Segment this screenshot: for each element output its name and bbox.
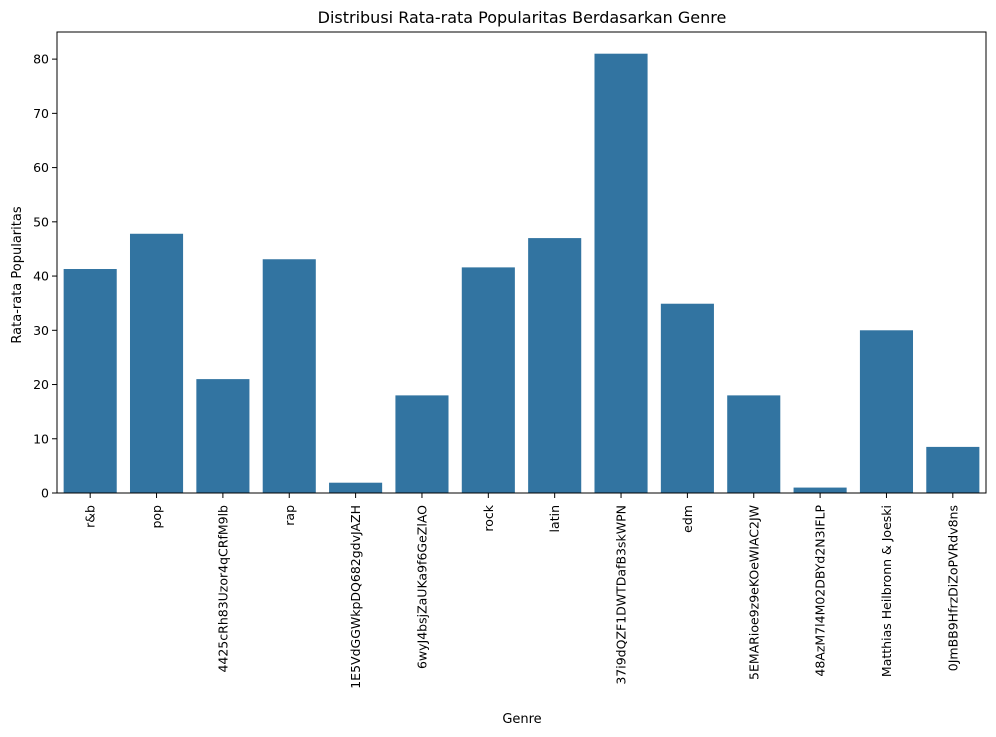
- bar-8: [594, 53, 648, 493]
- x-tick-label-7: latin: [547, 505, 562, 532]
- y-tick-label-5: 50: [33, 214, 49, 229]
- x-tick-label-11: 48AzM7l4M02DBYd2N3IFLP: [813, 505, 828, 677]
- x-tick-label-8: 37i9dQZF1DWTDafB3skWPN: [614, 505, 629, 685]
- plot-area: 0 10 20 30 40 50 60 70 80 r&b pop 4425cRh83Uzor4qCR…: [33, 31, 987, 689]
- bar-6: [461, 267, 515, 493]
- y-tick-label-6: 60: [33, 160, 49, 175]
- x-tick-label-12: Matthias Heilbronn & Joeski: [879, 505, 894, 677]
- x-tick-label-5: 6wyJ4bsjZaUKa9f6GeZlAO: [414, 505, 429, 669]
- bar-1: [129, 233, 184, 493]
- x-axis-label: Genre: [502, 712, 541, 727]
- y-tick-label-8: 80: [33, 52, 49, 67]
- bar-3: [262, 259, 316, 493]
- y-tick-label-3: 30: [33, 323, 49, 338]
- x-tick-label-1: pop: [149, 505, 164, 529]
- y-tick-label-1: 10: [33, 431, 49, 446]
- bar-2: [196, 379, 250, 493]
- plot-frame: [56, 31, 987, 494]
- bar-7: [528, 238, 582, 493]
- x-tick-label-2: 4425cRh83Uzor4qCRfM9lb: [215, 505, 230, 673]
- bar-4: [329, 482, 383, 493]
- bar-5: [395, 395, 449, 493]
- x-tick-label-0: r&b: [83, 505, 98, 528]
- y-tick-label-2: 20: [33, 377, 49, 392]
- bar-13: [926, 446, 980, 493]
- x-tick-label-6: rock: [481, 504, 496, 531]
- bar-12: [859, 330, 914, 493]
- y-tick-label-4: 40: [33, 269, 49, 284]
- chart-title: Distribusi Rata-rata Popularitas Berdasa…: [318, 8, 727, 27]
- bar-11: [793, 487, 847, 493]
- x-tick-label-4: 1E5VdGGWkpDQ682gdvJAZH: [348, 505, 363, 689]
- x-tick-label-9: edm: [680, 505, 695, 533]
- bar-9: [660, 303, 714, 493]
- x-tick-label-13: 0JmBB9HfrzDiZoPVRdv8ns: [945, 505, 960, 671]
- y-axis-label: Rata-rata Popularitas: [10, 206, 25, 343]
- x-tick-label-10: 5EMARioe9z9eKOeWIAC2JW: [746, 505, 761, 680]
- bar-0: [63, 269, 117, 493]
- y-tick-label-0: 0: [41, 486, 49, 501]
- bar-10: [727, 395, 781, 493]
- x-tick-label-3: rap: [282, 505, 297, 526]
- y-tick-label-7: 70: [33, 106, 49, 121]
